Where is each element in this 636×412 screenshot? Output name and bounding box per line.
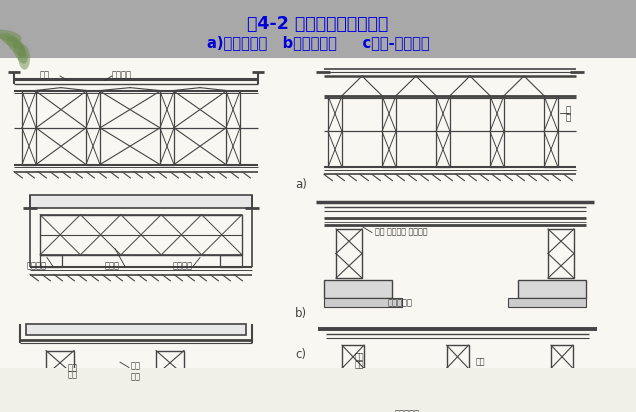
Bar: [328, 96, 342, 167]
Text: 设备: 设备: [355, 360, 364, 370]
Bar: [86, 91, 100, 164]
Text: 卸落设备: 卸落设备: [27, 261, 47, 270]
Bar: [490, 96, 504, 167]
Bar: [446, 345, 469, 392]
Bar: [26, 324, 246, 335]
Text: 托架: 托架: [131, 361, 141, 370]
Text: 图4-2 常用支架的构造简图: 图4-2 常用支架的构造简图: [247, 15, 389, 33]
Text: 卸落: 卸落: [68, 363, 78, 372]
Text: 混凝土基础: 混凝土基础: [388, 298, 413, 307]
Text: 排: 排: [566, 107, 571, 116]
Text: 纵梁: 纵梁: [40, 70, 50, 79]
Bar: [40, 215, 242, 255]
Bar: [0, 0, 636, 58]
Text: 卸落设备: 卸落设备: [173, 261, 193, 270]
Ellipse shape: [0, 33, 24, 49]
Bar: [30, 195, 252, 208]
Bar: [0, 58, 636, 368]
Text: b): b): [295, 307, 307, 321]
Bar: [508, 298, 586, 307]
Bar: [220, 255, 242, 267]
Text: c): c): [295, 348, 306, 360]
Ellipse shape: [0, 30, 22, 42]
Bar: [544, 96, 558, 167]
Text: 钢桁梁: 钢桁梁: [105, 261, 120, 270]
Text: 排架: 排架: [131, 372, 141, 381]
Bar: [509, 393, 589, 410]
Bar: [551, 345, 573, 392]
Bar: [156, 351, 184, 400]
Bar: [40, 255, 62, 267]
Text: 架: 架: [566, 114, 571, 123]
Bar: [548, 229, 574, 278]
Bar: [505, 410, 593, 412]
Text: a): a): [295, 178, 307, 191]
Bar: [324, 280, 392, 298]
Bar: [160, 91, 174, 164]
Bar: [336, 229, 362, 278]
Bar: [324, 298, 402, 307]
Ellipse shape: [18, 45, 30, 70]
Bar: [342, 345, 364, 392]
Ellipse shape: [13, 40, 27, 64]
Bar: [22, 91, 36, 164]
Text: 设备: 设备: [68, 370, 78, 379]
Text: 立柱 工字钢梁 卸落设备: 立柱 工字钢梁 卸落设备: [375, 227, 427, 236]
Bar: [322, 410, 410, 412]
Bar: [226, 91, 240, 164]
Ellipse shape: [6, 36, 26, 57]
Text: 卸落: 卸落: [355, 353, 364, 361]
Bar: [326, 393, 406, 410]
Text: 混凝土基础: 混凝土基础: [395, 410, 420, 412]
Text: 立柱: 立柱: [476, 358, 485, 367]
Bar: [518, 280, 586, 298]
Text: a)立柱式支架   b）梁式支架     c）梁-柱式支架: a)立柱式支架 b）梁式支架 c）梁-柱式支架: [207, 35, 429, 50]
Bar: [436, 96, 450, 167]
Text: 卸落设备: 卸落设备: [112, 70, 132, 79]
Bar: [382, 96, 396, 167]
Bar: [46, 351, 74, 400]
